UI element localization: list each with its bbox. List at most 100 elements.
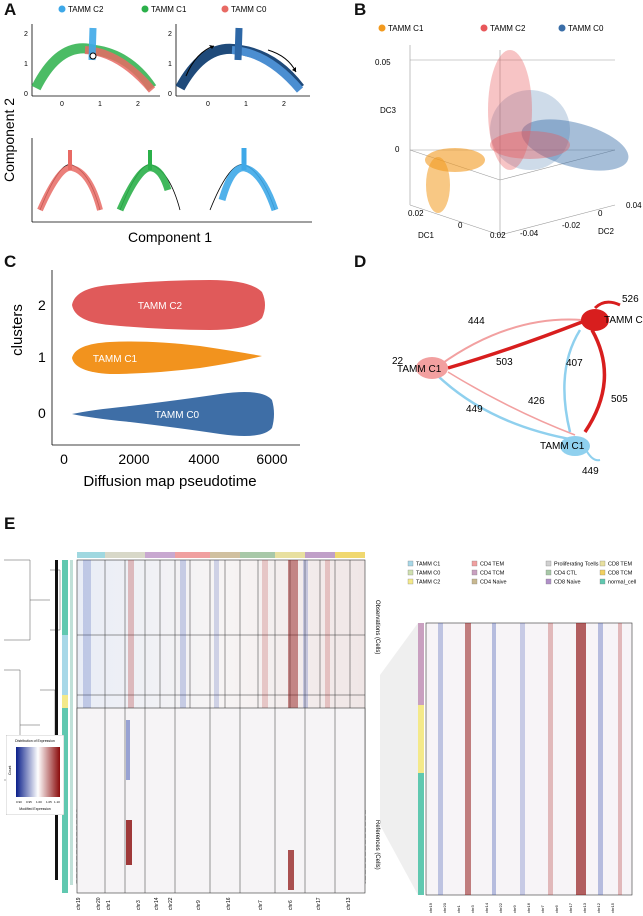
panel-e-zoom: chr19 chr20 chr1 chr3 chr14 chr22 chr9 chr16 chr…	[380, 622, 633, 913]
panel-b-letter: B	[354, 0, 367, 19]
legend-dot-c1	[141, 5, 149, 13]
zoom-chr-label: chr19	[428, 902, 433, 913]
violin-c2	[72, 280, 265, 330]
ytick-0: 0	[168, 91, 172, 98]
chr-label: chr7	[258, 900, 264, 910]
edge-label-449-left: 449	[466, 404, 483, 415]
zoom-heatmap	[425, 622, 633, 896]
edge-label-449-self: 449	[582, 466, 599, 477]
panel-b-legend: TAMM C1 TAMM C2 TAMM C0	[378, 24, 604, 33]
ytick-0: 0	[38, 405, 46, 421]
edge-label-426: 426	[528, 396, 545, 407]
xtick-2000: 2000	[118, 451, 149, 467]
legend-swatch	[599, 560, 606, 567]
ytick-1: 1	[168, 61, 172, 68]
edge-c1-c1b	[447, 371, 576, 436]
legend-label: Proliferating Tcells	[554, 562, 599, 568]
node-c1b	[560, 436, 590, 456]
zoom-chr-label: chr6	[554, 904, 559, 913]
chr-label: chr20	[96, 897, 102, 910]
panel-a-subplot-clusters: 0 1 2 0 1 2	[24, 24, 160, 108]
reference-chromosome-labels: chr19 chr20 chr1 chr3 chr14 chr22 chr9 c…	[76, 897, 352, 910]
xtick-6000: 6000	[256, 451, 287, 467]
legend-label: CD8 TCM	[608, 571, 633, 577]
legend-label-c0: TAMM C0	[568, 24, 604, 33]
xtick-0: 0	[60, 451, 68, 467]
zoom-chr-label: chr12	[596, 902, 601, 913]
legend-swatch	[471, 569, 478, 576]
panel-b-dc2-label: DC2	[598, 227, 615, 236]
chr-label: chr9	[196, 900, 202, 910]
key-tick: 1.05	[46, 800, 52, 804]
legend-label: CD4 Naive	[480, 580, 507, 586]
chr-label: chr19	[76, 897, 82, 910]
legend-swatch	[545, 578, 552, 585]
panel-b-zlabel: DC3	[380, 106, 397, 115]
chr-label: chr17	[316, 897, 322, 910]
chr-label: chr16	[226, 897, 232, 910]
xtick-2: 2	[136, 101, 140, 108]
legend-label: CD4 TCM	[480, 571, 505, 577]
violin-c1	[72, 341, 262, 374]
edge-label-526: 526	[622, 294, 639, 305]
legend-label-c1: TAMM C1	[388, 24, 424, 33]
panel-b-points	[425, 50, 629, 213]
ytick-0: 0	[24, 91, 28, 98]
chr-label: chr1	[106, 900, 112, 910]
node-c1	[416, 357, 448, 379]
xtick-4000: 4000	[188, 451, 219, 467]
edge-label-407: 407	[566, 358, 583, 369]
legend-dot-c2	[480, 24, 488, 32]
dc2-tick-2: 0	[598, 209, 603, 218]
zoom-chr-label: chr13	[582, 902, 587, 913]
xtick-2: 2	[282, 101, 286, 108]
legend-label-c1: TAMM C1	[151, 5, 187, 14]
legend-label-c2: TAMM C2	[68, 5, 104, 14]
panel-e-references: References (Cells) chr19 chr20 chr1 chr3…	[62, 707, 380, 910]
dc1-tick-1: 0	[458, 221, 463, 230]
panel-c-letter: C	[4, 252, 17, 271]
panel-d-network: TAMM C2 TAMM C1 TAMM C1 526 444 503 22 4…	[392, 294, 643, 477]
edge-c2-c1	[447, 320, 583, 370]
xtick-0: 0	[60, 101, 64, 108]
zoom-chr-label: chr9	[512, 904, 517, 913]
colorkey-ylabel: Count	[8, 766, 12, 775]
zoom-chr-label: chr16	[526, 902, 531, 913]
zoom-chr-label: chr15	[610, 902, 615, 913]
dc1-tick-0: 0.02	[408, 209, 424, 218]
panel-a-trajectory: TAMM C2 TAMM C1 TAMM C0 Component 2 0 1 …	[1, 5, 312, 245]
xtick-0: 0	[206, 101, 210, 108]
chr-label: chr14	[154, 897, 160, 910]
observations-label: Observations (Cells)	[374, 600, 380, 654]
panel-a-subplot-pseudotime: 0 1 2 0 1 2	[168, 24, 310, 108]
legend-swatch	[471, 578, 478, 585]
legend-label: CD4 TEM	[480, 562, 504, 568]
legend-swatch	[545, 569, 552, 576]
violin-c2-label: TAMM C2	[138, 301, 183, 312]
zoom-chr-label: chr20	[442, 902, 447, 913]
legend-swatch	[407, 578, 414, 585]
key-tick: 0.90	[16, 800, 22, 804]
ytick-2: 2	[38, 297, 46, 313]
ytick-2: 2	[24, 31, 28, 38]
legend-swatch	[599, 578, 606, 585]
legend-dot-c0	[221, 5, 229, 13]
edge-c1-c2-light	[439, 318, 583, 366]
key-tick: 1.00	[36, 800, 42, 804]
chromosome-color-bar	[77, 552, 365, 558]
dc2-tick-3: 0.04	[626, 201, 642, 210]
chr-label: chr6	[288, 900, 294, 910]
zoom-chr-label: chr17	[568, 902, 573, 913]
legend-swatch	[545, 560, 552, 567]
legend-label: TAMM C2	[416, 580, 440, 586]
legend-label: CD8 Naive	[554, 580, 581, 586]
xtick-1: 1	[244, 101, 248, 108]
panel-d-letter: D	[354, 252, 367, 271]
panel-b-diffusion-3d: TAMM C1 TAMM C2 TAMM C0 0.05 0 DC3 0.02 …	[375, 24, 642, 240]
edge-label-505: 505	[611, 394, 628, 405]
legend-swatch	[407, 569, 414, 576]
panel-a-facets	[31, 138, 312, 223]
legend-label-c0: TAMM C0	[231, 5, 267, 14]
legend-label: CD4 CTL	[554, 571, 577, 577]
references-label: References (Cells)	[374, 820, 380, 870]
